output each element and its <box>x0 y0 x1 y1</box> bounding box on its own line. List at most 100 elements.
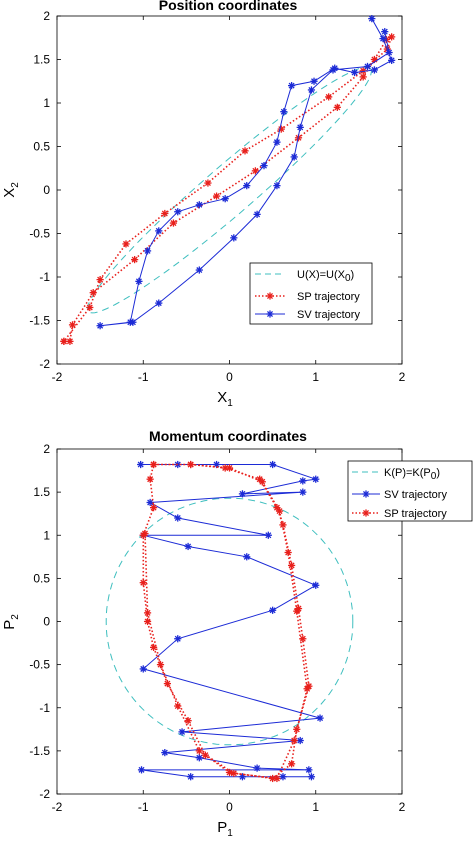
sp-trajectory-point <box>277 125 285 133</box>
sp-trajectory-point <box>139 579 147 587</box>
y-tick-label: -0.5 <box>29 227 50 241</box>
sp-trajectory-line <box>142 463 310 780</box>
plot-area <box>105 460 354 783</box>
sv-trajectory-point <box>221 195 229 203</box>
sp-trajectory-point <box>359 73 367 81</box>
sv-trajectory-point <box>312 581 320 589</box>
sv-trajectory-point <box>310 77 318 85</box>
sp-trajectory-point <box>161 209 169 218</box>
sp-trajectory-point <box>325 93 333 101</box>
sv-trajectory-point <box>174 208 182 216</box>
ellipse-contour <box>87 66 372 314</box>
sv-trajectory-point <box>146 498 154 507</box>
sv-trajectory-point <box>155 299 163 307</box>
sv-trajectory-point <box>296 736 304 745</box>
sv-trajectory-point <box>350 68 359 77</box>
tick-marks <box>56 448 403 795</box>
sp-trajectory-point <box>184 717 192 725</box>
sp-trajectory-point <box>150 504 158 512</box>
sp-trajectory-point <box>86 303 94 312</box>
legend: K(P)=K(P0) SV trajectory SP trajectory <box>347 460 473 522</box>
sv-trajectory-point <box>269 606 277 614</box>
x-tick-label: 1 <box>312 800 319 814</box>
sv-trajectory-point <box>288 82 296 90</box>
sv-trajectory-point <box>174 514 182 522</box>
y-tick-labels: -2 -1.5 -1 -0.5 0 0.5 1 1.5 2 <box>29 9 50 371</box>
y-tick-label: 0.5 <box>33 571 50 585</box>
sv-trajectory-point <box>379 35 387 43</box>
y-tick-label: 2 <box>43 442 50 456</box>
sp-trajectory-point <box>150 643 158 651</box>
sv-trajectory-point <box>280 108 288 116</box>
legend-marker-sp <box>362 509 370 517</box>
legend-label-ellipse: U(X)=U(X0) <box>297 269 354 284</box>
sv-trajectory-point <box>187 773 195 781</box>
legend-label-sv: SV trajectory <box>297 309 360 321</box>
x-tick-label: 2 <box>399 800 406 814</box>
legend-markers <box>266 292 274 318</box>
sv-trajectory-point <box>388 56 396 64</box>
x-tick-label: -1 <box>138 370 149 384</box>
sp-trajectory-point <box>288 561 296 570</box>
sv-trajectory-point <box>195 201 203 209</box>
sp-trajectory-point <box>195 747 203 755</box>
sv-trajectory-point <box>307 86 316 94</box>
sp-trajectory-point <box>141 529 149 538</box>
sv-trajectory-point <box>195 754 203 762</box>
position-chart: Position coordinates -2 -1 0 1 2 -2 -1.5 -1 -0.… <box>1 0 406 409</box>
sv-trajectory-point <box>368 15 376 23</box>
x-tick-label: -2 <box>52 800 63 814</box>
sv-trajectory-point <box>273 138 281 146</box>
sp-trajectory-point <box>212 192 221 200</box>
sp-trajectory-point <box>143 617 152 626</box>
sv-trajectory-point <box>137 460 145 469</box>
x-tick-label: 1 <box>312 370 319 384</box>
legend-markers <box>362 490 370 517</box>
sv-trajectory-point <box>329 66 337 74</box>
sv-trajectory-point <box>279 773 287 781</box>
sp-trajectory-point <box>150 460 158 469</box>
legend-marker-sp <box>266 292 274 300</box>
sv-trajectory-point <box>174 635 182 643</box>
legend-marker-sv <box>362 490 370 498</box>
y-tick-labels: -2 -1.5 -1 -0.5 0 0.5 1 1.5 2 <box>29 442 50 801</box>
y-tick-label: 0 <box>43 615 50 629</box>
sv-trajectory-point <box>290 153 298 161</box>
chart-title: Momentum coordinates <box>149 428 307 444</box>
y-tick-label: -1 <box>39 701 50 715</box>
sp-trajectory-point <box>68 321 77 329</box>
x-tick-label: 0 <box>226 370 233 384</box>
y-tick-label: -2 <box>39 357 50 371</box>
sp-trajectory-point <box>169 219 178 227</box>
x-tick-label: 0 <box>226 800 233 814</box>
sv-trajectory-point <box>155 227 163 235</box>
y-tick-label: -0.5 <box>29 658 50 672</box>
sv-trajectory-point <box>385 48 393 57</box>
sp-trajectory-point <box>284 548 292 557</box>
legend-marker-sv <box>266 310 274 318</box>
sv-trajectory-point <box>178 728 186 736</box>
y-axis-label: X2 <box>1 182 21 198</box>
sv-trajectory-point <box>269 460 277 469</box>
sp-trajectory-point <box>143 609 152 617</box>
sp-trajectory-point <box>60 337 68 345</box>
sp-trajectory-point <box>273 504 281 512</box>
sp-trajectory-point <box>293 607 301 615</box>
y-tick-label: -1.5 <box>29 744 50 758</box>
legend-label-sp: SP trajectory <box>297 291 360 303</box>
sv-trajectory-point <box>129 318 137 326</box>
x-tick-label: 2 <box>399 370 406 384</box>
sv-trajectory-point <box>184 542 192 551</box>
sp-trajectory-point <box>66 337 74 345</box>
sp-trajectory-point <box>163 680 171 688</box>
x-axis-label: X1 <box>217 389 233 409</box>
sv-trajectory-point <box>135 277 143 285</box>
sp-trajectory-point <box>273 774 281 783</box>
chart-title: Position coordinates <box>159 0 298 13</box>
sp-trajectory-point <box>96 276 104 284</box>
sp-trajectory-point <box>156 661 165 669</box>
sv-trajectory-point <box>238 490 247 498</box>
sv-trajectory-point <box>296 123 304 131</box>
sp-trajectory-point <box>303 685 311 693</box>
sp-trajectory-point <box>225 768 234 777</box>
